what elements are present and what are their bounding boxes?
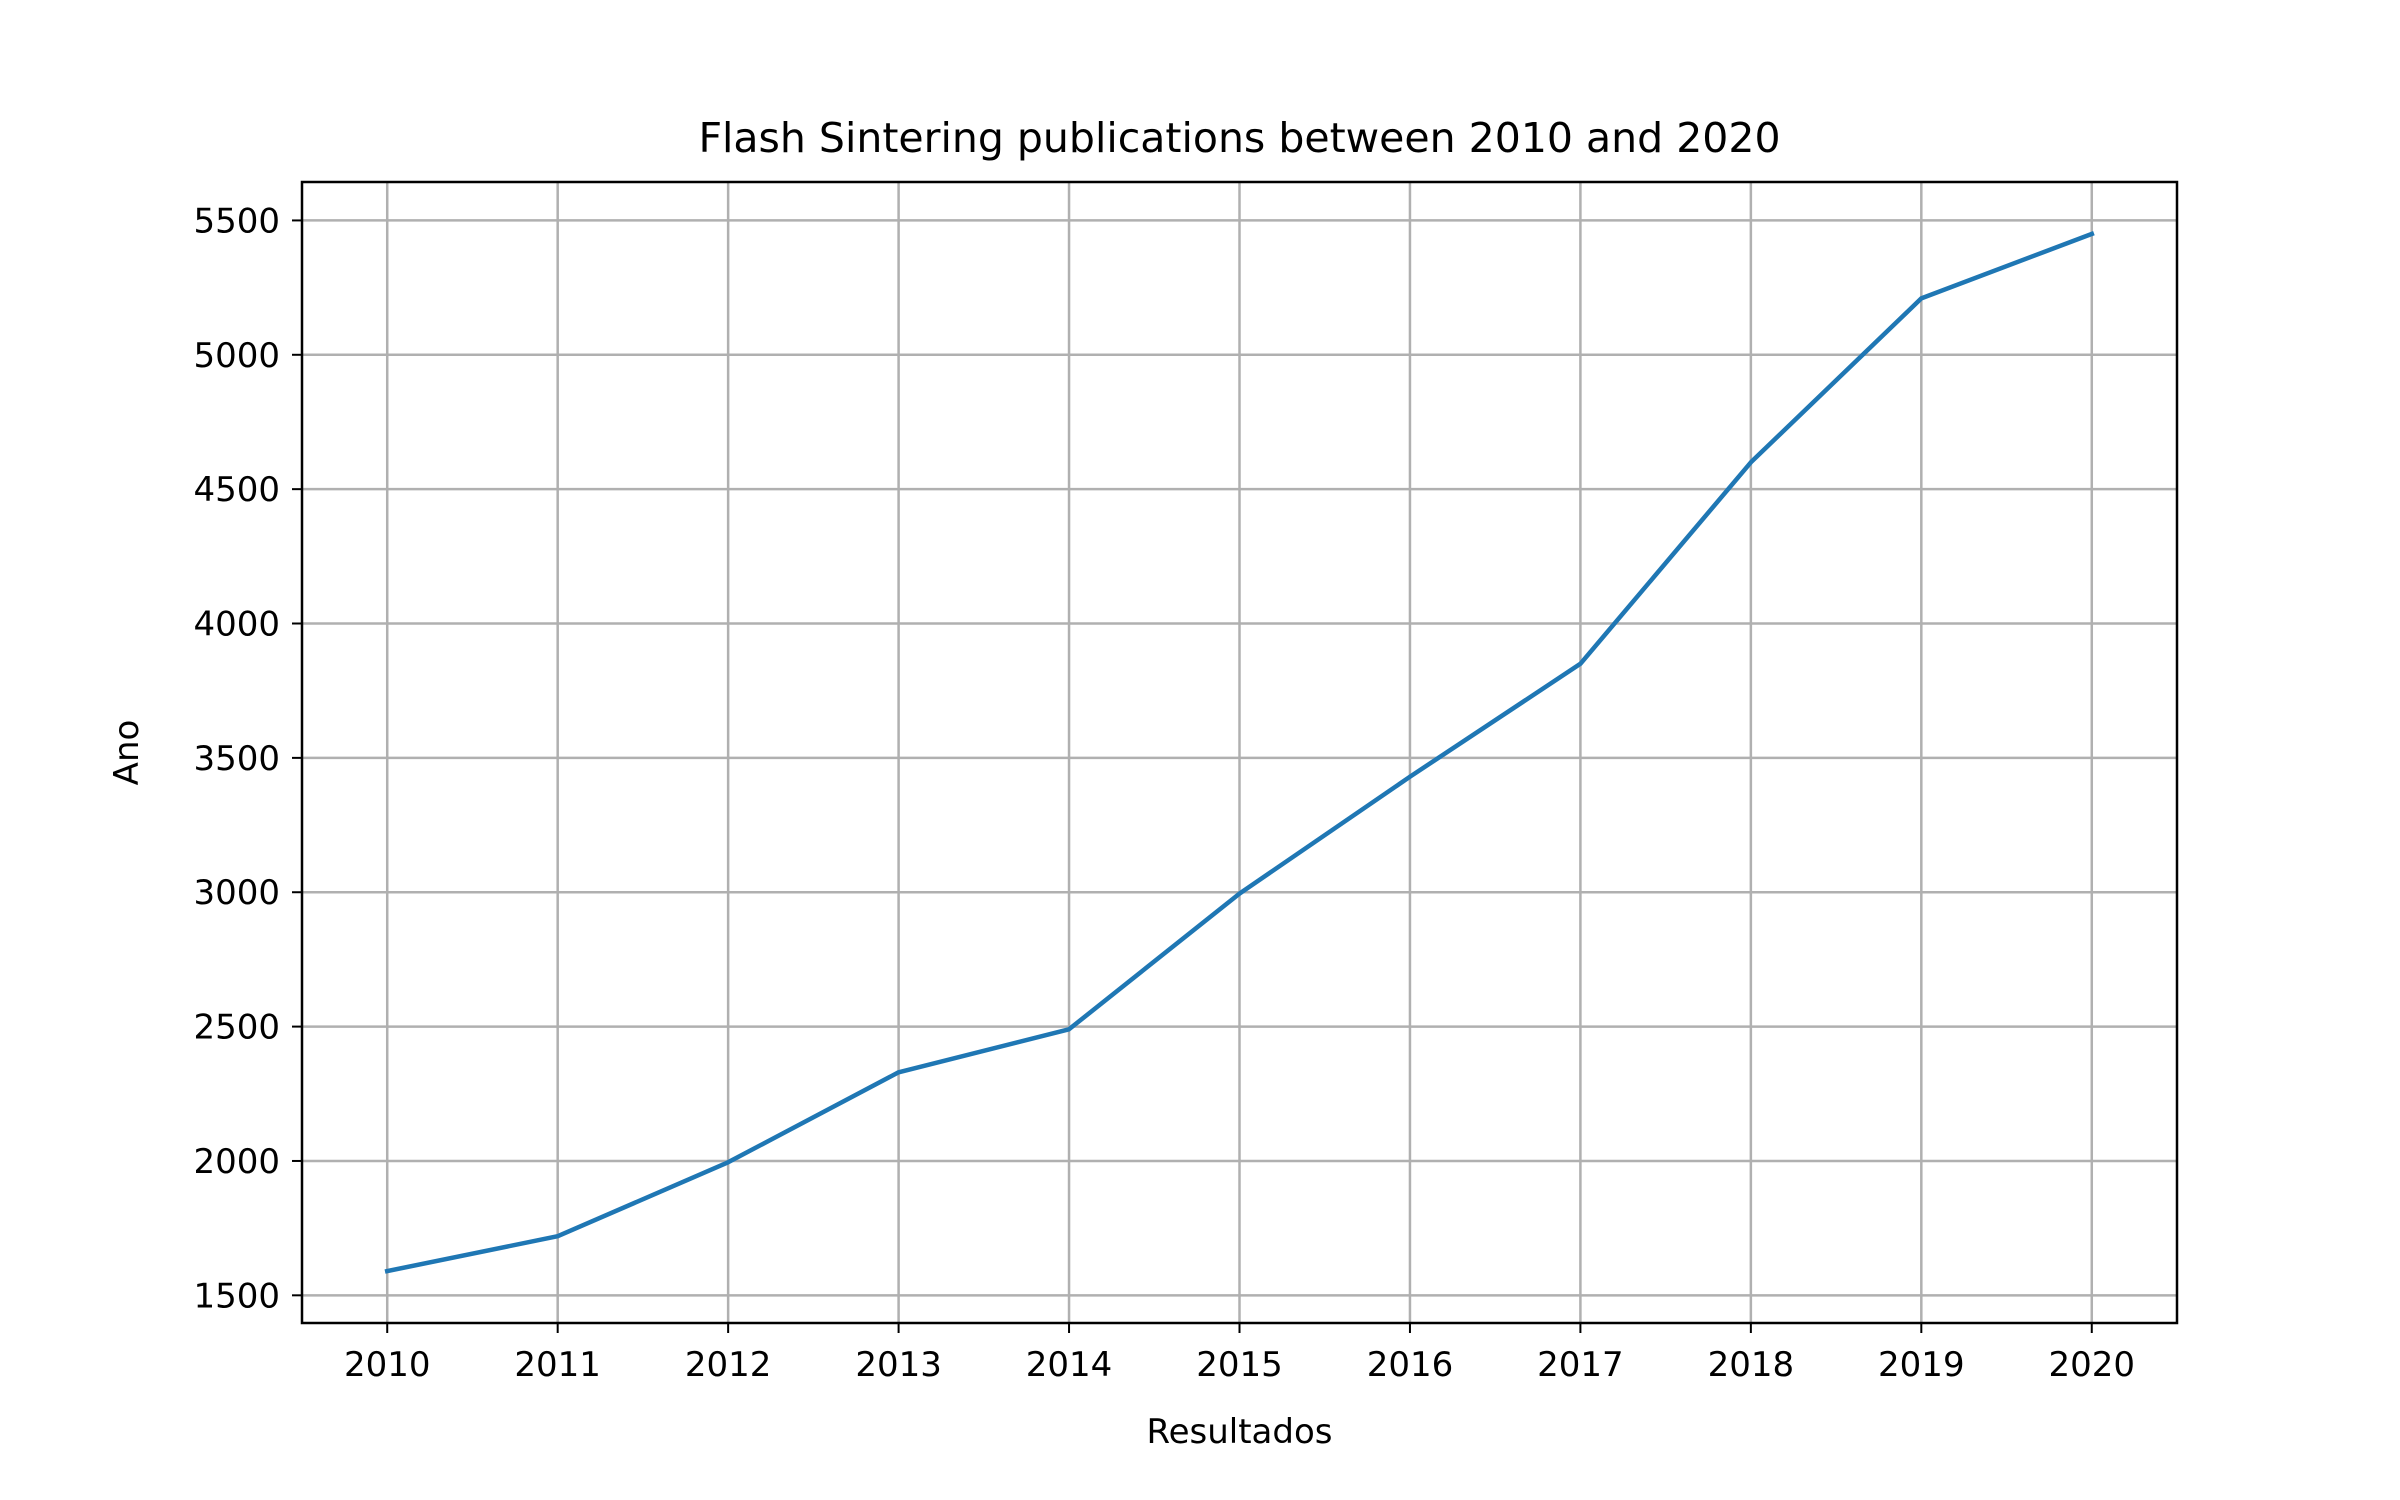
y-tick-label: 2000 — [193, 1142, 280, 1182]
x-tick-label: 2014 — [1026, 1345, 1113, 1385]
x-tick-label: 2016 — [1367, 1345, 1454, 1385]
x-tick-label: 2017 — [1537, 1345, 1624, 1385]
ticks: 2010 2011 2012 2013 2014 2015 2016 2017 2018 2019… — [193, 201, 2135, 1385]
y-tick-label: 4500 — [193, 470, 280, 510]
y-tick-label: 5500 — [193, 201, 280, 241]
chart-title: Flash Sintering publications between 201… — [698, 114, 1780, 162]
series-layer — [384, 230, 2095, 1274]
x-axis-label: Resultados — [1147, 1412, 1333, 1452]
y-tick-label: 5000 — [193, 336, 280, 376]
x-tick-label: 2012 — [685, 1345, 772, 1385]
grid — [302, 182, 2177, 1323]
x-tick-label: 2010 — [344, 1345, 431, 1385]
y-tick-label: 3000 — [193, 873, 280, 913]
x-tick-label: 2020 — [2049, 1345, 2136, 1385]
y-axis-label: Ano — [107, 720, 147, 786]
y-tick-label: 3500 — [193, 739, 280, 779]
x-tick-label: 2018 — [1708, 1345, 1795, 1385]
x-tick-label: 2013 — [855, 1345, 942, 1385]
y-tick-label: 2500 — [193, 1008, 280, 1048]
x-tick-label: 2019 — [1878, 1345, 1965, 1385]
y-tick-label: 1500 — [193, 1276, 280, 1316]
x-tick-label: 2015 — [1196, 1345, 1283, 1385]
y-tick-label: 4000 — [193, 605, 280, 645]
x-tick-label: 2011 — [514, 1345, 601, 1385]
